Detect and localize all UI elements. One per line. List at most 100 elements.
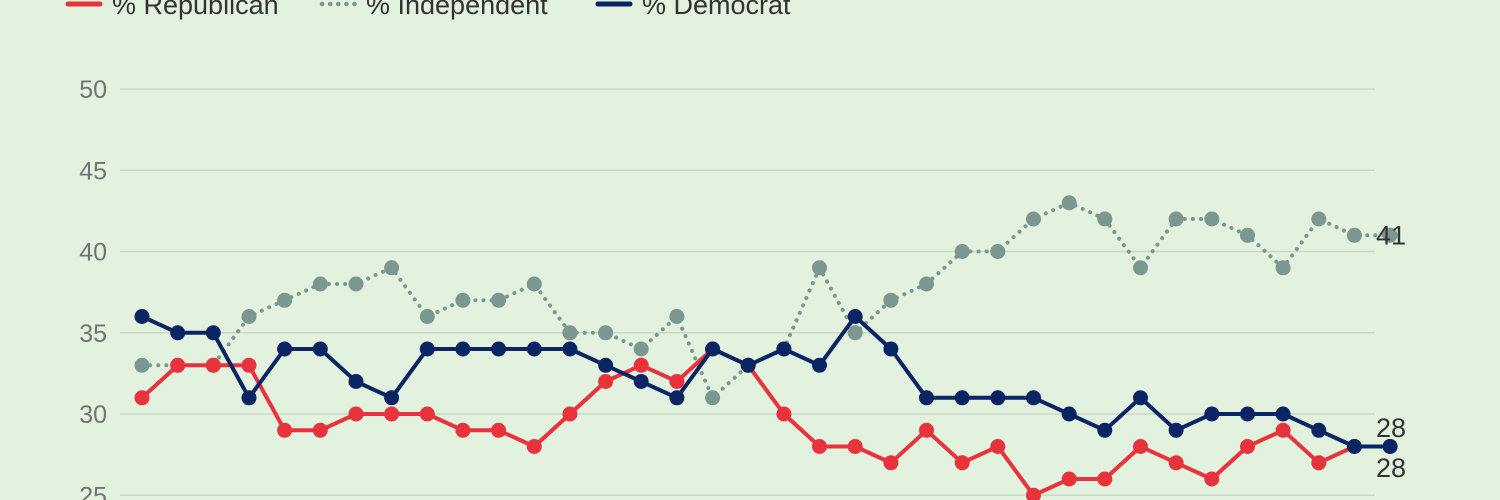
point-democrat-21 xyxy=(847,309,863,324)
point-democrat-3 xyxy=(205,325,221,341)
point-independent-4 xyxy=(241,309,257,324)
point-republican-28 xyxy=(1097,471,1113,487)
legend: % Republican % Independent % Democrat xyxy=(65,0,791,20)
point-democrat-24 xyxy=(954,390,970,406)
point-democrat-14 xyxy=(598,357,614,373)
point-democrat-23 xyxy=(919,390,934,406)
point-republican-23 xyxy=(919,422,934,438)
point-democrat-34 xyxy=(1311,422,1327,438)
point-democrat-6 xyxy=(312,341,328,357)
point-independent-16 xyxy=(669,309,685,324)
point-democrat-15 xyxy=(633,374,649,389)
point-republican-16 xyxy=(669,374,685,389)
point-independent-1 xyxy=(134,357,150,373)
point-republican-24 xyxy=(954,455,970,471)
point-democrat-11 xyxy=(491,341,507,357)
point-republican-3 xyxy=(205,357,221,373)
point-independent-14 xyxy=(598,325,614,341)
point-independent-17 xyxy=(705,390,721,406)
point-republican-32 xyxy=(1240,439,1255,454)
point-democrat-5 xyxy=(277,341,293,357)
point-independent-15 xyxy=(633,341,649,357)
point-democrat-17 xyxy=(705,341,721,357)
point-republican-25 xyxy=(990,439,1006,454)
legend-item-independent: % Independent xyxy=(319,0,548,20)
point-republican-19 xyxy=(776,406,792,422)
point-democrat-30 xyxy=(1168,422,1184,438)
end-label-democrat: 28 xyxy=(1376,413,1406,443)
point-independent-31 xyxy=(1204,211,1220,227)
legend-label-republican: % Republican xyxy=(112,0,279,20)
point-independent-29 xyxy=(1133,260,1148,276)
point-democrat-7 xyxy=(348,374,364,389)
series-line-independent xyxy=(140,200,1393,400)
point-republican-22 xyxy=(883,455,899,471)
point-republican-34 xyxy=(1311,455,1327,471)
point-republican-14 xyxy=(598,374,614,389)
point-democrat-2 xyxy=(170,325,186,341)
point-independent-8 xyxy=(384,260,400,276)
point-democrat-1 xyxy=(134,309,150,324)
point-independent-30 xyxy=(1168,211,1184,227)
point-democrat-9 xyxy=(419,341,435,357)
point-republican-2 xyxy=(170,357,186,373)
point-independent-25 xyxy=(990,244,1006,259)
y-tick-label-45: 45 xyxy=(79,157,107,185)
legend-item-republican: % Republican xyxy=(65,0,279,20)
point-republican-9 xyxy=(419,406,435,422)
point-republican-12 xyxy=(526,439,542,454)
point-republican-26 xyxy=(1026,487,1041,500)
point-independent-32 xyxy=(1240,227,1255,243)
point-democrat-8 xyxy=(384,390,400,406)
legend-label-independent: % Independent xyxy=(366,0,548,20)
point-democrat-10 xyxy=(455,341,471,357)
point-independent-24 xyxy=(954,244,970,259)
point-democrat-29 xyxy=(1133,390,1148,406)
point-independent-9 xyxy=(419,309,435,324)
point-republican-4 xyxy=(241,357,257,373)
series-republican xyxy=(134,341,1398,500)
point-democrat-25 xyxy=(990,390,1006,406)
point-independent-35 xyxy=(1346,227,1362,243)
legend-item-democrat: % Democrat xyxy=(595,0,791,20)
point-independent-28 xyxy=(1097,211,1113,227)
point-democrat-19 xyxy=(776,341,792,357)
point-democrat-4 xyxy=(241,390,257,406)
point-republican-8 xyxy=(384,406,400,422)
series-layer xyxy=(134,195,1398,500)
point-independent-11 xyxy=(491,292,507,308)
y-tick-label-35: 35 xyxy=(79,320,107,348)
end-label-independent: 41 xyxy=(1376,220,1406,250)
point-republican-30 xyxy=(1168,455,1184,471)
point-democrat-26 xyxy=(1026,390,1041,406)
point-republican-5 xyxy=(277,422,293,438)
point-republican-6 xyxy=(312,422,328,438)
point-republican-13 xyxy=(562,406,578,422)
point-democrat-32 xyxy=(1240,406,1255,422)
point-democrat-33 xyxy=(1275,406,1291,422)
end-labels: 28 41 28 xyxy=(1376,220,1406,483)
y-tick-label-40: 40 xyxy=(79,239,107,267)
point-republican-1 xyxy=(134,390,150,406)
point-independent-7 xyxy=(348,276,364,292)
point-democrat-28 xyxy=(1097,422,1113,438)
legend-label-democrat: % Democrat xyxy=(642,0,791,20)
point-republican-11 xyxy=(491,422,507,438)
point-republican-15 xyxy=(633,357,649,373)
point-independent-5 xyxy=(277,292,293,308)
point-independent-26 xyxy=(1026,211,1041,227)
point-democrat-18 xyxy=(740,357,756,373)
point-republican-20 xyxy=(812,439,827,454)
point-democrat-35 xyxy=(1346,439,1362,454)
point-republican-7 xyxy=(348,406,364,422)
point-republican-10 xyxy=(455,422,471,438)
point-democrat-27 xyxy=(1061,406,1077,422)
point-democrat-12 xyxy=(526,341,542,357)
point-independent-33 xyxy=(1275,260,1291,276)
y-axis: 25 30 35 40 45 50 xyxy=(79,76,107,500)
point-independent-20 xyxy=(812,260,827,276)
point-democrat-36 xyxy=(1382,439,1398,454)
point-independent-21 xyxy=(847,325,863,341)
point-independent-6 xyxy=(312,276,328,292)
